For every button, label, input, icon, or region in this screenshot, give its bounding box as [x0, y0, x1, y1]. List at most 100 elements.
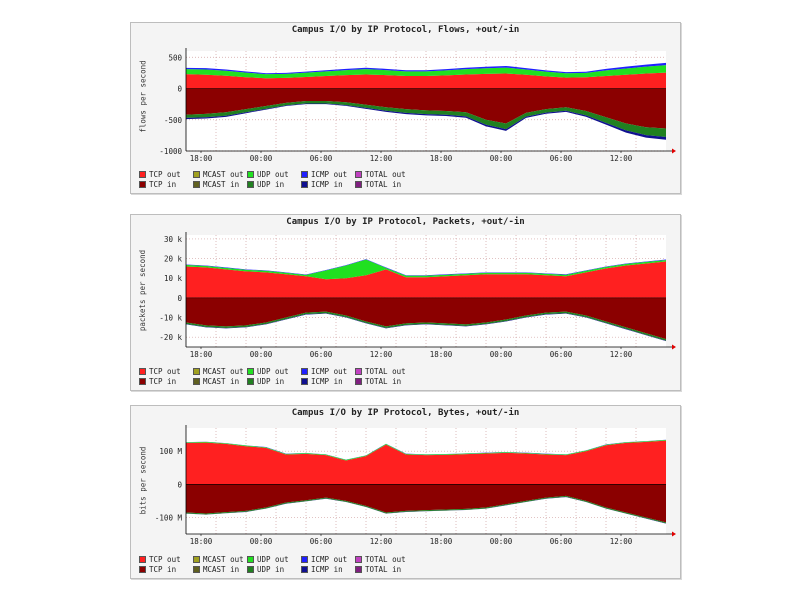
legend-label: UDP in — [257, 565, 285, 574]
legend-item: MCAST out — [193, 367, 247, 376]
legend-label: UDP out — [257, 367, 289, 376]
x-tick-label: 18:00 — [430, 154, 453, 163]
legend-swatch — [355, 181, 362, 188]
legend-label: ICMP in — [311, 180, 343, 189]
x-tick-label: 06:00 — [550, 350, 573, 359]
legend-swatch — [247, 378, 254, 385]
legend-item: UDP in — [247, 377, 301, 386]
legend-label: MCAST in — [203, 180, 240, 189]
legend-swatch — [301, 181, 308, 188]
legend-swatch — [355, 171, 362, 178]
legend-label: ICMP out — [311, 367, 348, 376]
legend-swatch — [247, 171, 254, 178]
legend-item: UDP in — [247, 180, 301, 189]
y-tick-label: 500 — [168, 53, 182, 62]
legend-swatch — [301, 566, 308, 573]
legend-label: MCAST out — [203, 367, 244, 376]
y-tick-label: 0 — [177, 85, 182, 94]
area-tcp-in — [186, 297, 666, 340]
legend-label: ICMP in — [311, 565, 343, 574]
x-tick-label: 18:00 — [190, 350, 213, 359]
legend-swatch — [193, 181, 200, 188]
legend-item: MCAST in — [193, 565, 247, 574]
legend-item: ICMP out — [301, 367, 355, 376]
legend-label: TCP in — [149, 180, 177, 189]
legend-item: TOTAL out — [355, 367, 409, 376]
packets-chart-svg: 30 k 20 k 10 k 0 -10 k -20 k 18:00 00:00 06:00 12… — [159, 232, 676, 359]
legend-item: UDP out — [247, 555, 301, 564]
legend-label: UDP in — [257, 377, 285, 386]
legend-label: ICMP in — [311, 377, 343, 386]
legend-swatch — [247, 556, 254, 563]
legend-swatch — [247, 368, 254, 375]
x-tick-label: 06:00 — [310, 154, 333, 163]
packets-chart-panel: Campus I/O by IP Protocol, Packets, +out… — [130, 214, 681, 391]
x-tick-label: 00:00 — [490, 154, 513, 163]
area-udp-out — [186, 259, 666, 280]
legend-label: UDP out — [257, 555, 289, 564]
x-tick-label: 00:00 — [250, 537, 273, 546]
y-tick-label: 20 k — [164, 255, 183, 264]
area-tcp-out — [186, 440, 666, 485]
x-tick-label: 18:00 — [430, 537, 453, 546]
legend-item: TOTAL in — [355, 180, 409, 189]
legend-label: TOTAL out — [365, 555, 406, 564]
legend-swatch — [301, 378, 308, 385]
y-tick-label: 0 — [177, 480, 182, 489]
area-icmp-in — [186, 103, 666, 140]
x-tick-label: 12:00 — [370, 350, 393, 359]
legend-swatch — [355, 566, 362, 573]
area-tcp-out — [186, 72, 666, 89]
y-tick-label: -500 — [164, 116, 183, 125]
legend-swatch — [193, 566, 200, 573]
legend-swatch — [193, 171, 200, 178]
flows-chart-svg: 500 0 -500 -1000 18:00 00:00 06:00 12:00 18:00 00… — [159, 48, 676, 163]
area-tcp-in — [186, 88, 666, 129]
legend-item: TOTAL in — [355, 377, 409, 386]
legend-swatch — [139, 368, 146, 375]
legend-label: MCAST in — [203, 377, 240, 386]
legend-item: UDP out — [247, 170, 301, 179]
legend-item: TOTAL in — [355, 565, 409, 574]
legend-swatch — [301, 368, 308, 375]
legend-label: TCP out — [149, 170, 181, 179]
legend-label: ICMP out — [311, 555, 348, 564]
chart-title: Campus I/O by IP Protocol, Bytes, +out/-… — [291, 408, 520, 418]
legend-label: TCP in — [149, 377, 177, 386]
x-tick-label: 12:00 — [370, 537, 393, 546]
x-tick-label: 00:00 — [250, 154, 273, 163]
area-icmp-out — [186, 62, 666, 75]
legend-item: MCAST out — [193, 170, 247, 179]
legend-item: TCP out — [139, 367, 193, 376]
legend-item: ICMP in — [301, 377, 355, 386]
legend-label: TCP out — [149, 367, 181, 376]
legend-swatch — [193, 556, 200, 563]
chart-legend: TCP out MCAST out UDP out ICMP out TOTAL out… — [139, 170, 672, 189]
x-axis-arrow-icon — [672, 148, 676, 154]
legend-swatch — [193, 378, 200, 385]
y-tick-label: 10 k — [164, 274, 183, 283]
bytes-chart-svg: 100 M 0 -100 M 18:00 00:00 06:00 12:00 18:00 00:… — [155, 425, 676, 546]
legend-swatch — [139, 566, 146, 573]
legend-item: TCP out — [139, 170, 193, 179]
legend-label: UDP out — [257, 170, 289, 179]
legend-item: MCAST in — [193, 180, 247, 189]
legend-label: TOTAL in — [365, 377, 402, 386]
chart-title: Campus I/O by IP Protocol, Flows, +out/-… — [291, 25, 520, 35]
legend-label: TOTAL in — [365, 180, 402, 189]
legend-label: UDP in — [257, 180, 285, 189]
legend-swatch — [139, 181, 146, 188]
chart-legend: TCP out MCAST out UDP out ICMP out TOTAL out… — [139, 367, 672, 386]
flows-chart-panel: Campus I/O by IP Protocol, Flows, +out/-… — [130, 22, 681, 194]
legend-label: TOTAL in — [365, 565, 402, 574]
legend-item: MCAST in — [193, 377, 247, 386]
legend-item: TCP out — [139, 555, 193, 564]
x-tick-label: 06:00 — [310, 537, 333, 546]
legend-swatch — [139, 556, 146, 563]
legend-swatch — [355, 368, 362, 375]
area-udp-in — [186, 101, 666, 137]
legend-label: MCAST out — [203, 555, 244, 564]
legend-swatch — [193, 368, 200, 375]
y-tick-label: -20 k — [159, 333, 182, 342]
x-tick-label: 00:00 — [490, 537, 513, 546]
